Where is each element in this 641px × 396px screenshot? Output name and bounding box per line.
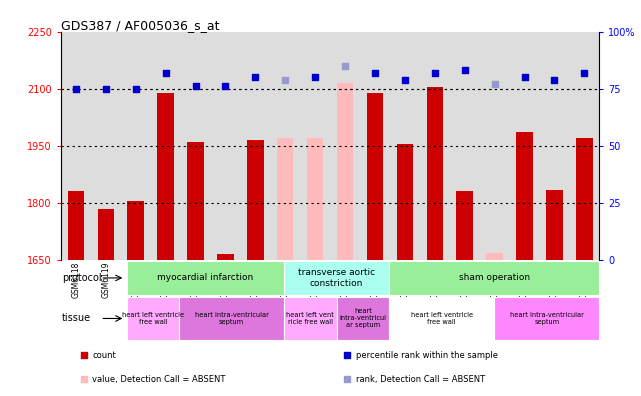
Bar — [158, 93, 174, 260]
Bar — [546, 190, 563, 260]
Point — [340, 63, 350, 69]
Bar — [510, 32, 540, 260]
Text: count: count — [92, 351, 116, 360]
Bar — [240, 32, 271, 260]
Bar — [91, 32, 121, 260]
Text: value, Detection Call = ABSENT: value, Detection Call = ABSENT — [92, 375, 226, 384]
Bar — [271, 32, 300, 260]
Bar — [390, 32, 420, 260]
Bar — [360, 32, 390, 260]
Text: rank, Detection Call = ABSENT: rank, Detection Call = ABSENT — [356, 375, 485, 384]
Point — [460, 67, 470, 74]
Bar — [126, 297, 179, 340]
Bar — [126, 261, 284, 295]
Point — [160, 70, 171, 76]
Text: tissue: tissue — [62, 314, 91, 324]
Point — [519, 74, 529, 80]
Bar — [420, 32, 450, 260]
Point — [579, 70, 590, 76]
Bar — [217, 254, 233, 260]
Bar — [128, 201, 144, 260]
Bar — [300, 32, 330, 260]
Bar — [330, 32, 360, 260]
Bar — [427, 87, 443, 260]
Point — [131, 86, 141, 92]
Bar — [68, 191, 84, 260]
Bar — [181, 32, 210, 260]
Point — [250, 74, 260, 80]
Bar — [307, 138, 324, 260]
Point — [400, 76, 410, 83]
Text: heart left ventricle
free wall: heart left ventricle free wall — [411, 312, 473, 325]
Text: myocardial infarction: myocardial infarction — [157, 273, 253, 282]
Bar — [576, 138, 593, 260]
Point — [370, 70, 380, 76]
Bar — [284, 261, 389, 295]
Bar — [487, 253, 503, 260]
Text: heart
intra-ventricul
ar septum: heart intra-ventricul ar septum — [340, 308, 387, 328]
Text: heart left ventricle
free wall: heart left ventricle free wall — [122, 312, 184, 325]
Bar — [337, 297, 389, 340]
Bar — [151, 32, 181, 260]
Text: sham operation: sham operation — [459, 273, 530, 282]
Bar — [210, 32, 240, 260]
Point — [490, 81, 500, 88]
Bar — [61, 32, 91, 260]
Bar — [569, 32, 599, 260]
Point — [78, 352, 88, 358]
Point — [280, 76, 290, 83]
Point — [221, 83, 231, 89]
Text: percentile rank within the sample: percentile rank within the sample — [356, 351, 498, 360]
Bar — [284, 297, 337, 340]
Text: transverse aortic
constriction: transverse aortic constriction — [298, 268, 375, 287]
Bar — [389, 261, 599, 295]
Bar — [337, 83, 353, 260]
Point — [429, 70, 440, 76]
Bar — [121, 32, 151, 260]
Bar — [179, 297, 284, 340]
Point — [342, 376, 353, 383]
Point — [190, 83, 201, 89]
Point — [78, 376, 88, 383]
Bar — [397, 144, 413, 260]
Bar — [187, 142, 204, 260]
Text: heart intra-ventricular
septum: heart intra-ventricular septum — [195, 312, 269, 325]
Bar — [517, 133, 533, 260]
Text: GDS387 / AF005036_s_at: GDS387 / AF005036_s_at — [61, 19, 219, 32]
Bar — [494, 297, 599, 340]
Point — [310, 74, 320, 80]
Bar — [389, 297, 494, 340]
Bar — [450, 32, 479, 260]
Bar — [277, 138, 294, 260]
Point — [342, 352, 353, 358]
Bar — [97, 209, 114, 260]
Bar — [247, 140, 263, 260]
Point — [549, 76, 560, 83]
Bar — [540, 32, 569, 260]
Point — [101, 86, 111, 92]
Point — [71, 86, 81, 92]
Bar — [367, 93, 383, 260]
Text: heart intra-ventricular
septum: heart intra-ventricular septum — [510, 312, 584, 325]
Bar — [479, 32, 510, 260]
Bar — [456, 191, 473, 260]
Text: heart left vent
ricle free wall: heart left vent ricle free wall — [287, 312, 335, 325]
Text: protocol: protocol — [62, 273, 102, 283]
